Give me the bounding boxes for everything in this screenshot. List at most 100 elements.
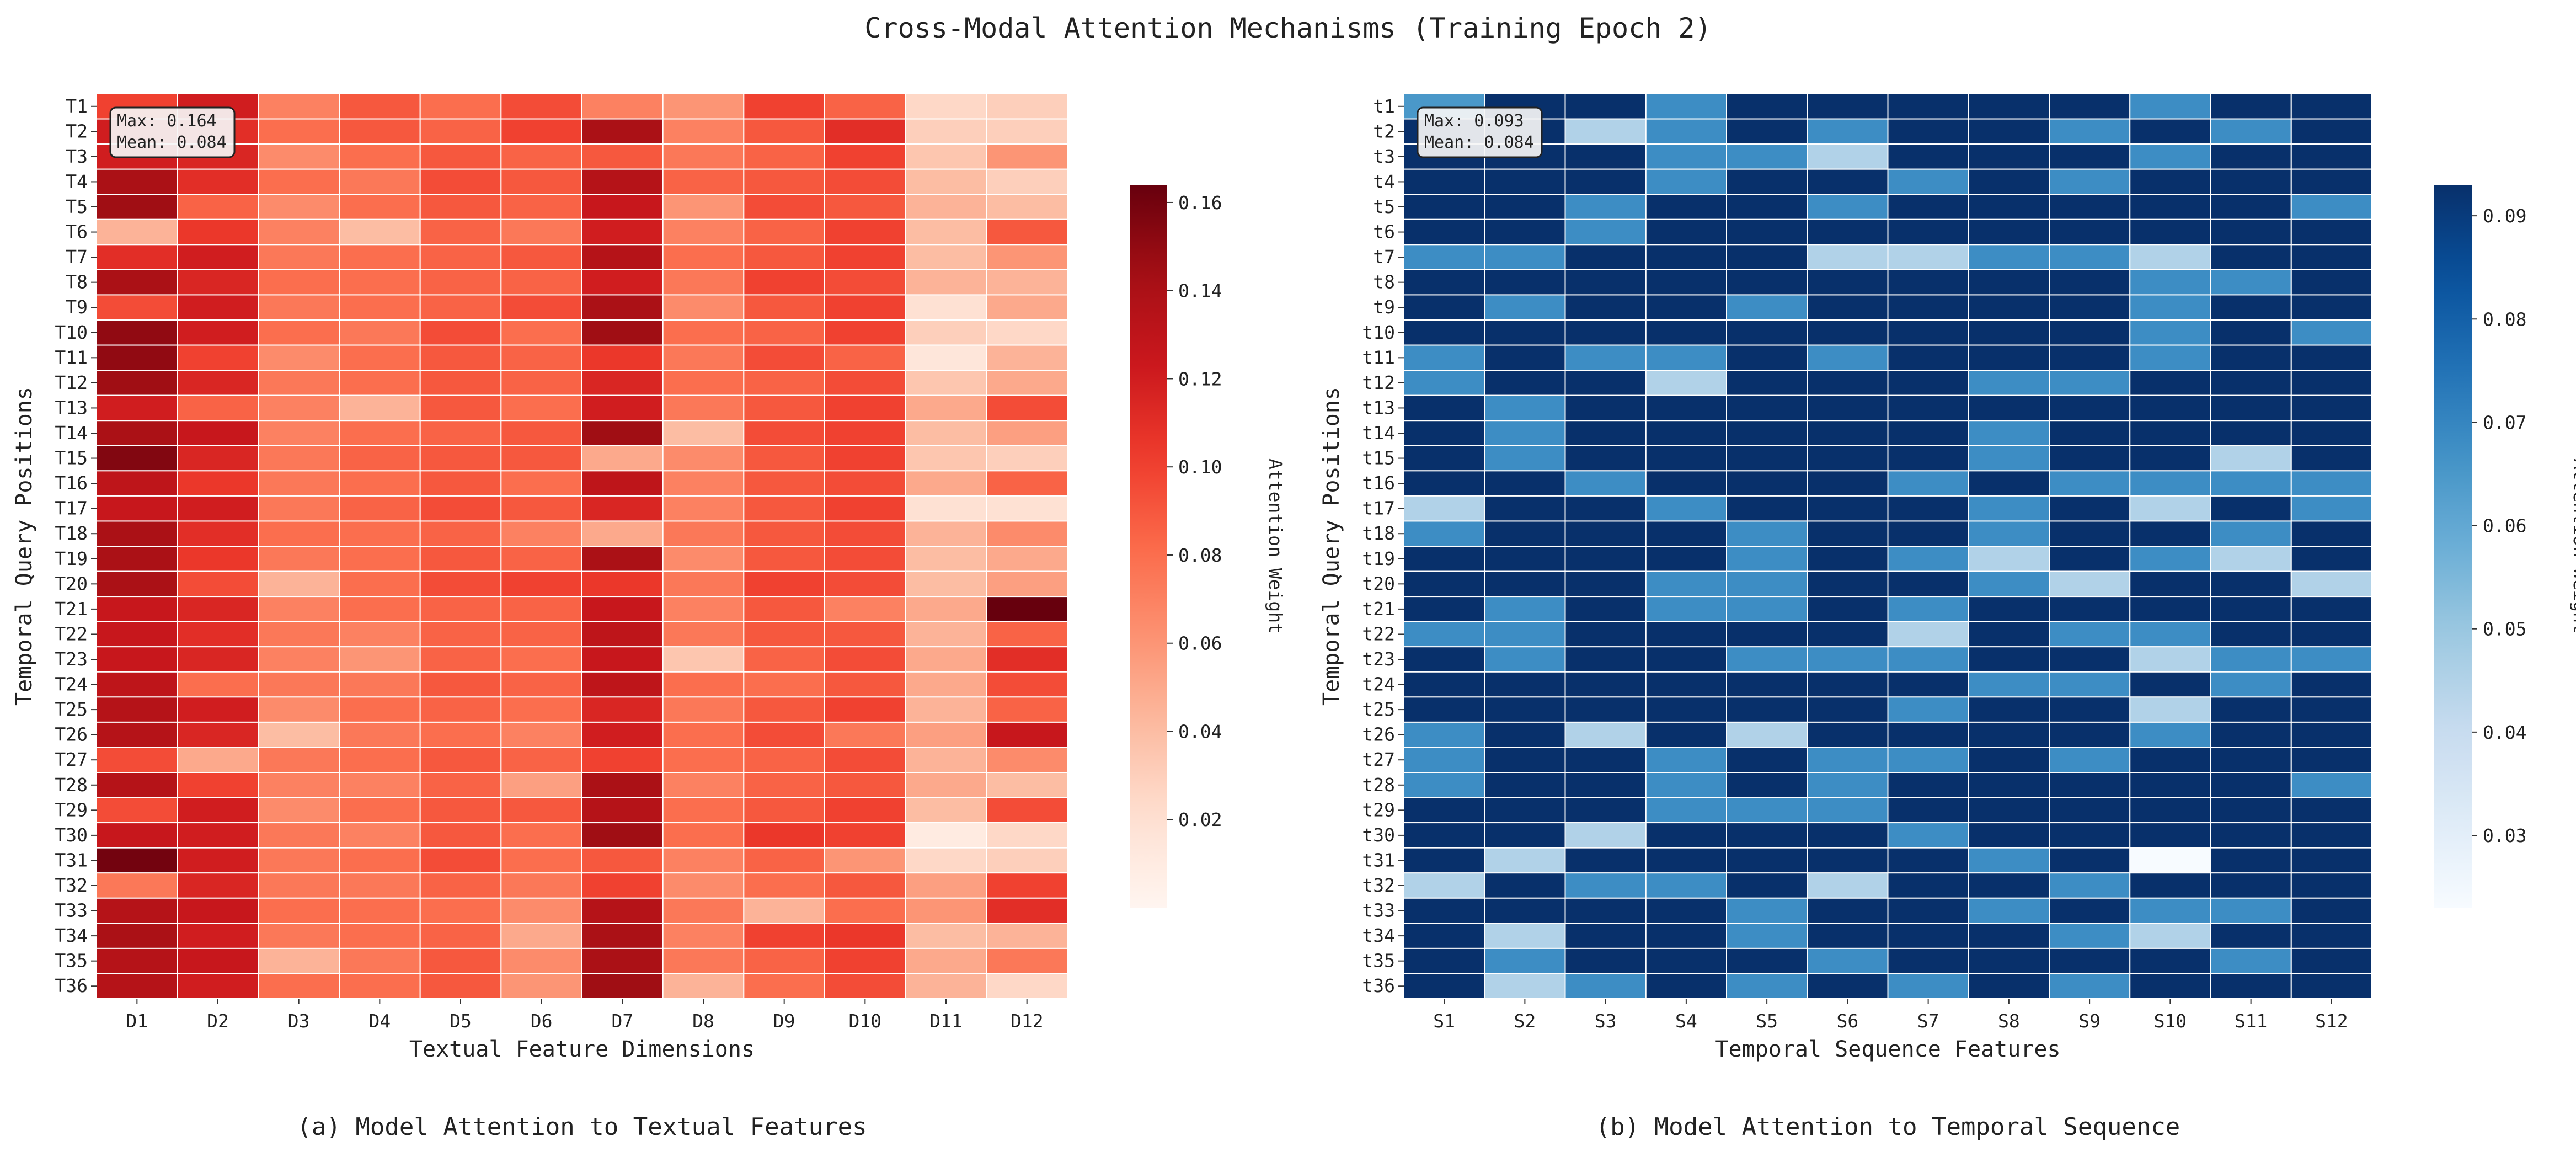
heatmap-cell [1968, 168, 2050, 195]
heatmap-cell [1564, 370, 1647, 396]
heatmap-cell [824, 847, 906, 874]
y-tick-label: t2 [1373, 120, 1395, 142]
heatmap-cell [905, 696, 987, 723]
heatmap-cell [1887, 747, 1969, 774]
heatmap-cell [1403, 445, 1485, 472]
heatmap-cell [1726, 93, 1808, 120]
heatmap-cell [824, 244, 906, 270]
heatmap-cell [500, 696, 582, 723]
y-tick-label: T13 [55, 397, 88, 418]
heatmap-cell [662, 923, 745, 949]
heatmap-cell [1887, 772, 1969, 798]
heatmap-cell [581, 168, 664, 195]
heatmap-cell [986, 319, 1068, 346]
heatmap-cell [500, 570, 582, 598]
heatmap-cell [339, 570, 421, 598]
heatmap-cell [2210, 772, 2292, 798]
heatmap-cell [1968, 747, 2050, 774]
y-tick-label: t9 [1373, 296, 1395, 318]
heatmap-cell [824, 923, 906, 949]
heatmap-cell [1403, 194, 1485, 220]
heatmap-cell [662, 822, 745, 849]
heatmap-cell [905, 822, 987, 849]
heatmap-cell [2210, 194, 2292, 220]
heatmap-cell [2290, 847, 2372, 874]
heatmap-cell [2210, 646, 2292, 673]
heatmap-cell [1484, 520, 1566, 547]
heatmap-cell [1645, 244, 1727, 270]
heatmap-cell [2290, 269, 2372, 296]
heatmap-cell [824, 445, 906, 472]
heatmap-cell [2049, 646, 2131, 673]
heatmap-cell [96, 747, 178, 774]
heatmap-cell [258, 269, 340, 296]
heatmap-cell [905, 646, 987, 673]
heatmap-cell [2049, 244, 2131, 270]
y-tick-label: T27 [55, 749, 88, 770]
heatmap-cell [96, 520, 178, 547]
heatmap-cell [2290, 696, 2372, 723]
heatmap-cell [2210, 143, 2292, 170]
heatmap-cell [1403, 973, 1485, 1000]
heatmap-cell [581, 973, 664, 1000]
heatmap-cell [824, 319, 906, 346]
heatmap-cell [1564, 847, 1647, 874]
x-tick-label: S5 [1756, 1010, 1778, 1032]
heatmap-cell [2049, 847, 2131, 874]
heatmap-cell [1564, 294, 1647, 321]
heatmap-cell [1564, 596, 1647, 622]
heatmap-cell [500, 947, 582, 974]
heatmap-cell [500, 218, 582, 246]
y-tick-label: T35 [55, 950, 88, 972]
heatmap-cell [258, 118, 340, 145]
heatmap-cell [905, 973, 987, 1000]
heatmap-cell [419, 747, 502, 774]
heatmap-cell [96, 319, 178, 346]
y-tick-label: t30 [1362, 824, 1395, 846]
heatmap-cell [986, 897, 1068, 924]
heatmap-cell [581, 93, 664, 120]
heatmap-cell [1645, 570, 1727, 598]
heatmap-cell [743, 370, 826, 396]
heatmap-cell [1807, 495, 1889, 522]
heatmap-cell [1645, 394, 1727, 422]
heatmap-cell [1484, 344, 1566, 371]
heatmap-cell [2210, 570, 2292, 598]
heatmap-cell [2210, 747, 2292, 774]
heatmap-cell [1807, 570, 1889, 598]
heatmap-cell [581, 897, 664, 924]
heatmap-cell [1726, 721, 1808, 748]
heatmap-cell [743, 344, 826, 371]
heatmap-cell [662, 546, 745, 572]
heatmap-cell [2290, 973, 2372, 1000]
y-tick-label: T10 [55, 322, 88, 343]
heatmap-cell [743, 847, 826, 874]
heatmap-cell [905, 445, 987, 472]
heatmap-cell [2210, 218, 2292, 246]
heatmap-cell [1403, 747, 1485, 774]
y-tick-label: T1 [66, 95, 88, 117]
heatmap-cell [2290, 294, 2372, 321]
y-tick-label: t10 [1362, 322, 1395, 343]
y-tick-label: T26 [55, 724, 88, 745]
heatmap-cell [581, 319, 664, 346]
heatmap-cell [1645, 520, 1727, 547]
heatmap-cell [905, 168, 987, 195]
heatmap-cell [905, 495, 987, 522]
heatmap-cell [419, 947, 502, 974]
heatmap-cell [1726, 269, 1808, 296]
colorbar-tick-label: 0.06 [2483, 515, 2526, 537]
heatmap-cell [1564, 394, 1647, 422]
heatmap-cell [986, 370, 1068, 396]
heatmap-cell [1968, 118, 2050, 145]
heatmap-cell [581, 546, 664, 572]
stats-annotation: Max: 0.093 Mean: 0.084 [1417, 106, 1543, 158]
heatmap-cell [581, 420, 664, 446]
heatmap-cell [1645, 596, 1727, 622]
heatmap-cell [662, 596, 745, 622]
heatmap-cell [1968, 671, 2050, 698]
heatmap-cell [419, 218, 502, 246]
heatmap-cell [1807, 93, 1889, 120]
heatmap-cell [96, 470, 178, 497]
